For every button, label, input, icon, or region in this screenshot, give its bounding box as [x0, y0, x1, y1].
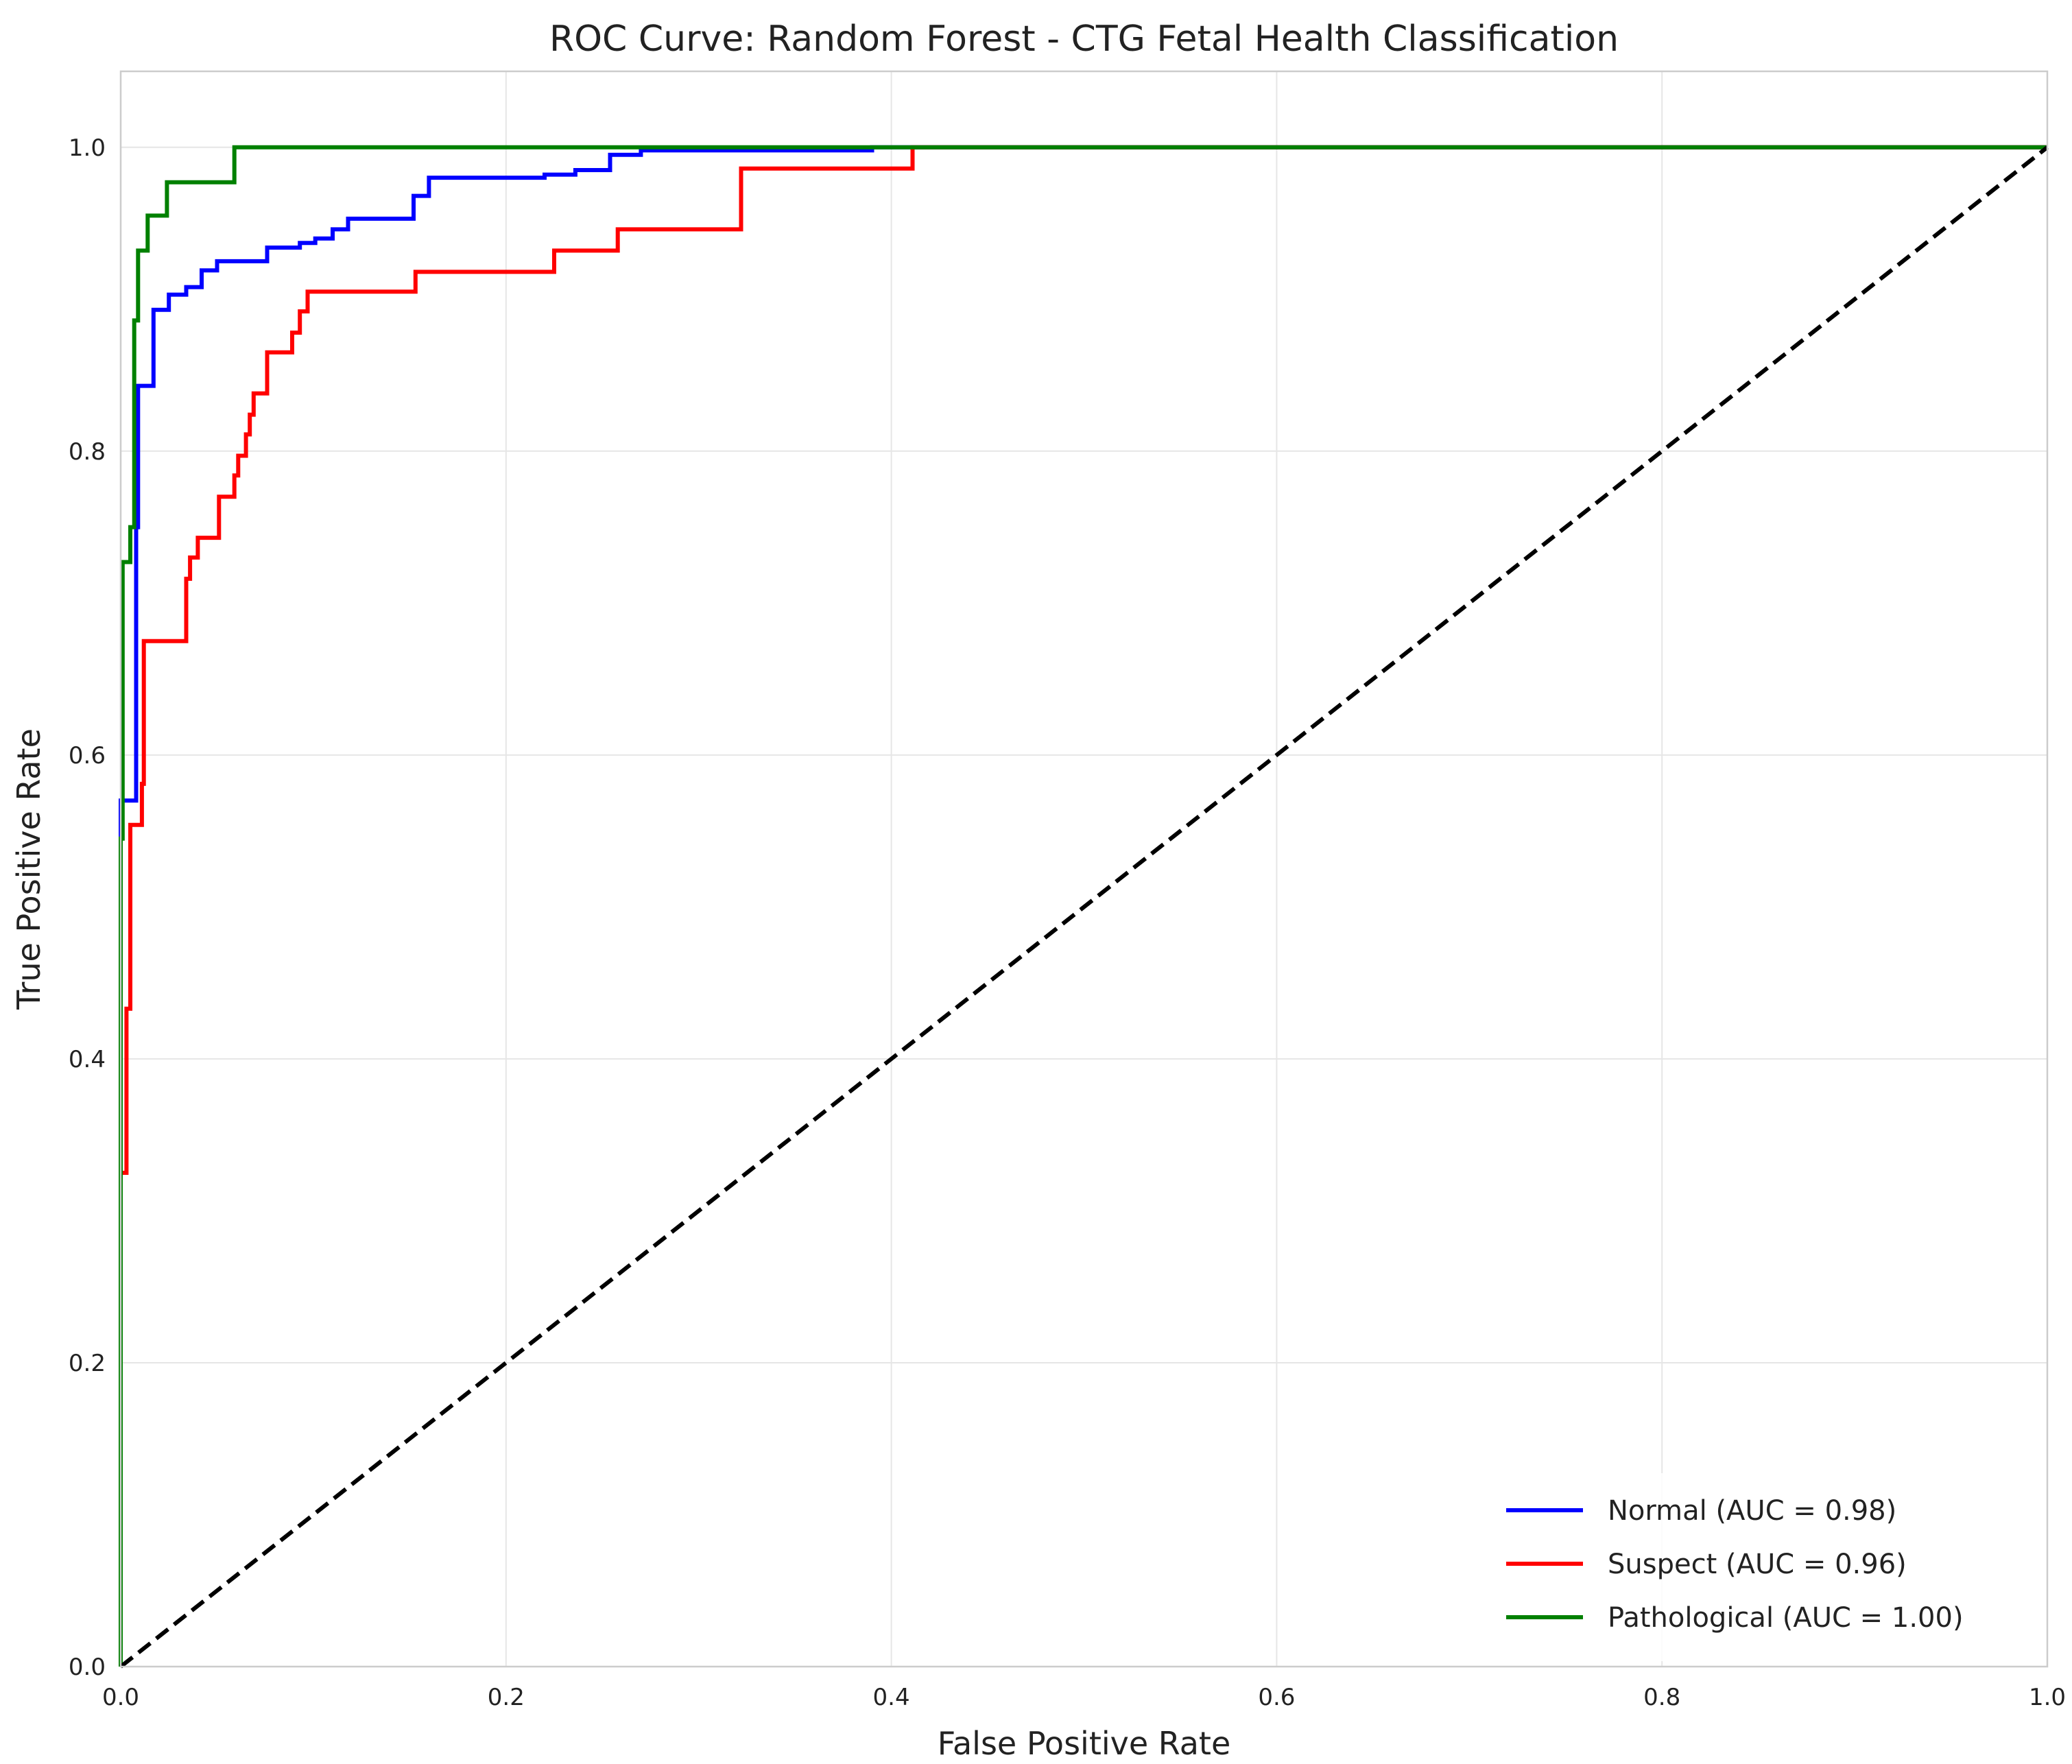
y-tick-label: 0.0 [69, 1654, 106, 1681]
chance-reference-line [119, 145, 2049, 1669]
x-tick-label: 0.8 [1643, 1684, 1680, 1711]
x-tick-label: 0.2 [488, 1684, 525, 1711]
legend-label-1: Suspect (AUC = 0.96) [1608, 1549, 1907, 1580]
legend-box [1492, 1473, 2024, 1661]
y-tick-label: 0.2 [69, 1350, 106, 1377]
grid-lines [120, 71, 2048, 1667]
axis-ticks: 0.0 0.2 0.4 0.6 0.8 1.0 0.0 0.2 0.4 0.6 0.8 1.0 [69, 134, 2066, 1711]
x-tick-label: 1.0 [2029, 1684, 2066, 1711]
legend-label-2: Pathological (AUC = 1.00) [1608, 1602, 1964, 1634]
x-tick-label: 0.6 [1258, 1684, 1295, 1711]
chart-title: ROC Curve: Random Forest - CTG Fetal Hea… [549, 19, 1619, 60]
y-tick-label: 0.6 [69, 742, 106, 770]
x-axis-label: False Positive Rate [938, 1725, 1231, 1761]
y-tick-label: 1.0 [69, 134, 106, 162]
x-tick-label: 0.0 [102, 1684, 139, 1711]
roc-series-line-0 [119, 145, 2047, 1667]
plot-frame [119, 70, 2049, 1668]
roc-series-line-1 [119, 145, 2047, 1667]
legend: Normal (AUC = 0.98) Suspect (AUC = 0.96) P… [1492, 1473, 2024, 1661]
x-tick-label: 0.4 [873, 1684, 910, 1711]
y-axis-label: True Positive Rate [10, 728, 47, 1010]
roc-series-line-2 [119, 145, 2047, 1667]
y-tick-label: 0.8 [69, 438, 106, 466]
legend-label-0: Normal (AUC = 0.98) [1608, 1495, 1896, 1527]
plot-series [119, 145, 2049, 1669]
y-tick-label: 0.4 [69, 1046, 106, 1073]
